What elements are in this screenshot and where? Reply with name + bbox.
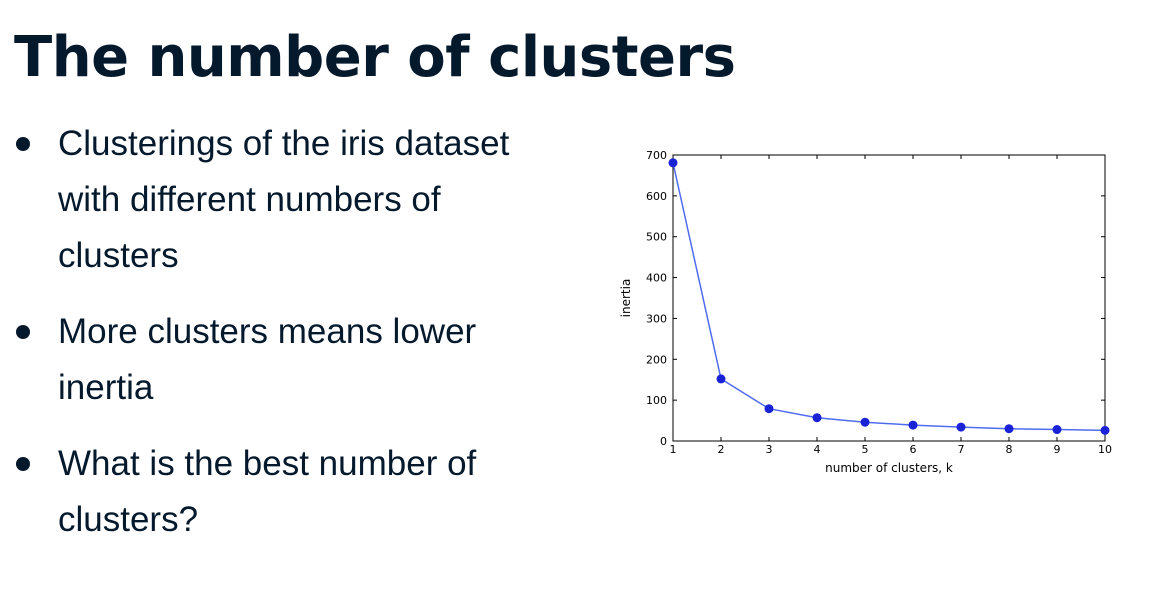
bullet-item: What is the best number of clusters? [0, 436, 560, 548]
page-title: The number of clusters [14, 25, 736, 90]
bullet-dot-icon [16, 137, 30, 151]
x-tick-label: 3 [766, 443, 773, 456]
data-point [1004, 424, 1014, 434]
data-point [812, 413, 822, 423]
bullet-list: Clusterings of the iris dataset with dif… [0, 116, 560, 568]
data-point [668, 158, 678, 168]
y-tick-label: 200 [646, 353, 667, 366]
plot-frame [672, 154, 1106, 442]
x-axis-label: number of clusters, k [825, 461, 953, 475]
inertia-chart: 1 2 3 4 5 6 7 8 9 10 0 100 200 300 400 500 600 700 number… [610, 138, 1130, 498]
y-tick-label: 100 [646, 394, 667, 407]
bullet-item: More clusters means lower inertia [0, 304, 560, 416]
series-line [672, 162, 1106, 432]
x-tick-label: 7 [958, 443, 965, 456]
bullet-dot-icon [16, 457, 30, 471]
y-tick-label: 0 [660, 435, 667, 448]
bullet-text: What is the best number of clusters? [58, 444, 477, 539]
data-point [908, 420, 918, 430]
bullet-text: More clusters means lower inertia [58, 312, 477, 407]
y-tick-label: 700 [646, 149, 667, 162]
y-tick-label: 500 [646, 231, 667, 244]
x-tick-label: 8 [1006, 443, 1013, 456]
y-axis-label: inertia [619, 279, 633, 318]
y-tick-label: 400 [646, 272, 667, 285]
data-point [1052, 425, 1062, 435]
data-point [1100, 425, 1110, 435]
x-tick-label: 2 [718, 443, 725, 456]
bullet-dot-icon [16, 325, 30, 339]
data-point [956, 422, 966, 432]
data-point [764, 404, 774, 414]
x-tick-label: 9 [1054, 443, 1061, 456]
data-point [860, 417, 870, 427]
x-tick-label: 5 [862, 443, 869, 456]
x-tick-label: 4 [814, 443, 821, 456]
y-tick-label: 300 [646, 312, 667, 325]
x-tick-label: 10 [1098, 443, 1112, 456]
x-tick-label: 1 [670, 443, 677, 456]
data-point [716, 374, 726, 384]
x-tick-label: 6 [910, 443, 917, 456]
bullet-text: Clusterings of the iris dataset with dif… [58, 124, 510, 275]
bullet-item: Clusterings of the iris dataset with dif… [0, 116, 560, 284]
y-tick-label: 600 [646, 190, 667, 203]
